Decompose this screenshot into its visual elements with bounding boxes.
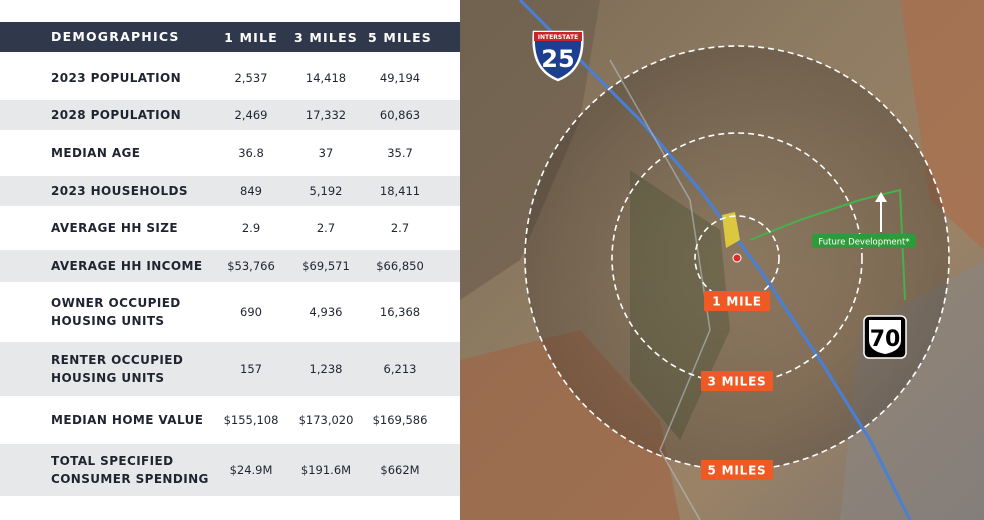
ring-label: 5 MILES xyxy=(707,464,766,478)
value-cell: 14,418 xyxy=(305,71,347,85)
row-label: RENTER OCCUPIED HOUSING UNITS xyxy=(51,353,184,385)
value-cell: $169,586 xyxy=(372,413,428,427)
value-cell: 2.7 xyxy=(390,221,410,235)
value-cell: $69,571 xyxy=(302,259,350,273)
table-row: 2028 POPULATION 2,469 17,332 60,863 xyxy=(0,100,460,130)
header-row: DEMOGRAPHICS 1 MILE 3 MILES 5 MILES xyxy=(0,22,460,52)
value-cell: 16,368 xyxy=(379,305,421,319)
row-label: AVERAGE HH SIZE xyxy=(51,221,178,235)
ring-label-bg xyxy=(704,291,770,311)
row-label: 2028 POPULATION xyxy=(51,108,182,122)
map: Future Development* INTERSTATE 25 70 1 M… xyxy=(460,0,984,520)
future-label: Future Development* xyxy=(818,238,909,248)
ring-label: 3 MILES xyxy=(707,375,766,389)
value-cell: 690 xyxy=(240,305,262,319)
row-label: MEDIAN HOME VALUE xyxy=(51,413,204,427)
value-cell: 17,332 xyxy=(305,108,347,122)
table-row: TOTAL SPECIFIED CONSUMER SPENDING $24.9M $… xyxy=(0,444,460,496)
table-row: 2023 HOUSEHOLDS 849 5,192 18,411 xyxy=(0,176,460,206)
value-cell: 36.8 xyxy=(238,146,264,160)
header-cell: 1 MILE xyxy=(224,29,278,45)
interstate-number: 25 xyxy=(541,45,574,73)
header-cell: 5 MILES xyxy=(367,29,433,45)
value-cell: 2,537 xyxy=(234,71,268,85)
value-cell: 2,469 xyxy=(234,108,268,122)
demographics-table: DEMOGRAPHICS 1 MILE 3 MILES 5 MILES 2023 POP… xyxy=(0,0,460,520)
value-cell: 60,863 xyxy=(379,108,421,122)
value-cell: 6,213 xyxy=(383,362,417,376)
future-label-bg xyxy=(812,234,916,248)
value-cell: 5,192 xyxy=(309,184,343,198)
value-cell: $662M xyxy=(380,463,420,477)
us-route-number: 70 xyxy=(870,327,901,352)
value-cell: 4,936 xyxy=(309,305,343,319)
value-cell: 2.9 xyxy=(241,221,261,235)
ring-label-bg xyxy=(701,371,773,391)
ring-label: 1 MILE xyxy=(712,295,762,309)
row-label: OWNER OCCUPIED HOUSING UNITS xyxy=(51,296,181,328)
table-row: MEDIAN AGE 36.8 37 35.7 xyxy=(0,130,460,176)
table-row: MEDIAN HOME VALUE $155,108 $173,020 $169,58… xyxy=(0,396,460,444)
value-cell: $53,766 xyxy=(227,259,275,273)
row-label: TOTAL SPECIFIED CONSUMER SPENDING xyxy=(51,454,209,486)
value-cell: $173,020 xyxy=(298,413,354,427)
interstate-label: INTERSTATE xyxy=(538,34,578,41)
value-cell: $24.9M xyxy=(229,463,273,477)
row-label: AVERAGE HH INCOME xyxy=(51,259,203,273)
value-cell: 1,238 xyxy=(309,362,343,376)
value-cell: 2.7 xyxy=(316,221,336,235)
header-cell: DEMOGRAPHICS xyxy=(51,29,180,44)
table-row: AVERAGE HH INCOME $53,766 $69,571 $66,850 xyxy=(0,250,460,282)
value-cell: 49,194 xyxy=(379,71,421,85)
value-cell: 849 xyxy=(240,184,262,198)
value-cell: 18,411 xyxy=(379,184,421,198)
header-cell: 3 MILES xyxy=(293,29,359,45)
table-row: RENTER OCCUPIED HOUSING UNITS 157 1,238 6,2… xyxy=(0,342,460,396)
row-label: MEDIAN AGE xyxy=(51,146,141,160)
value-cell: $66,850 xyxy=(376,259,424,273)
table-row: AVERAGE HH SIZE 2.9 2.7 2.7 xyxy=(0,206,460,250)
table-row: OWNER OCCUPIED HOUSING UNITS 690 4,936 16,3… xyxy=(0,282,460,342)
value-cell: 37 xyxy=(318,146,334,160)
row-label: 2023 HOUSEHOLDS xyxy=(51,184,188,198)
row-label: 2023 POPULATION xyxy=(51,71,182,85)
table-row: 2023 POPULATION 2,537 14,418 49,194 xyxy=(0,56,460,100)
value-cell: $155,108 xyxy=(223,413,279,427)
value-cell: 35.7 xyxy=(387,146,413,160)
value-cell: 157 xyxy=(240,362,262,376)
value-cell: $191.6M xyxy=(300,463,352,477)
ring-label-bg xyxy=(701,460,773,480)
